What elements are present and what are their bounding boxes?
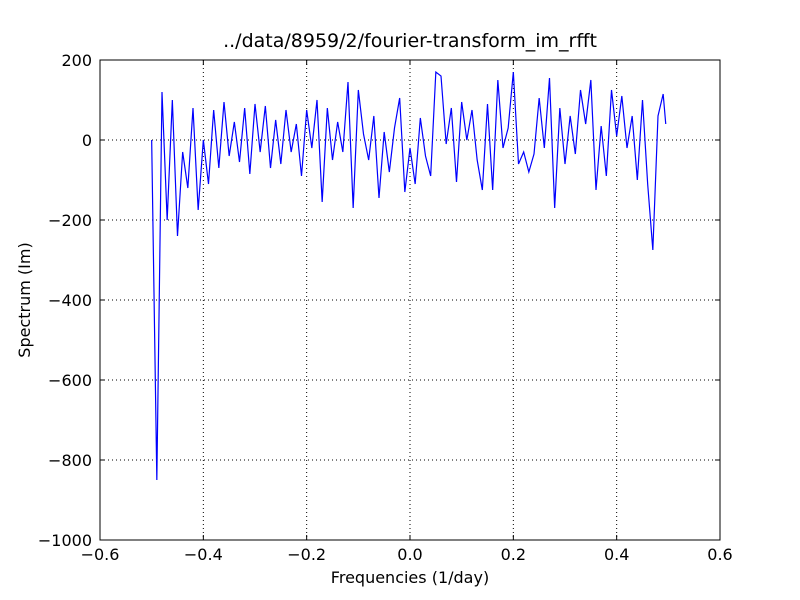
y-tick-label: −600	[48, 371, 92, 390]
x-tick-label: −0.2	[287, 545, 326, 564]
plot-frame	[99, 59, 721, 541]
x-tick-label: 0.2	[501, 545, 526, 564]
x-axis-label: Frequencies (1/day)	[331, 568, 489, 587]
y-tick-label: −200	[48, 211, 92, 230]
chart-title: ../data/8959/2/fourier-transform_im_rfft	[223, 30, 597, 52]
x-tick-label: 0.6	[707, 545, 732, 564]
x-tick-label: −0.6	[81, 545, 120, 564]
data-line	[151, 70, 667, 481]
y-tick-label: −1000	[38, 531, 92, 550]
x-tick-label: 0.4	[604, 545, 629, 564]
x-tick-label: 0.0	[397, 545, 422, 564]
x-tick-label: −0.4	[184, 545, 223, 564]
y-tick-label: −800	[48, 451, 92, 470]
y-tick-label: 200	[61, 51, 92, 70]
y-tick-label: 0	[82, 131, 92, 150]
y-axis-label: Spectrum (Im)	[15, 242, 34, 357]
y-tick-label: −400	[48, 291, 92, 310]
